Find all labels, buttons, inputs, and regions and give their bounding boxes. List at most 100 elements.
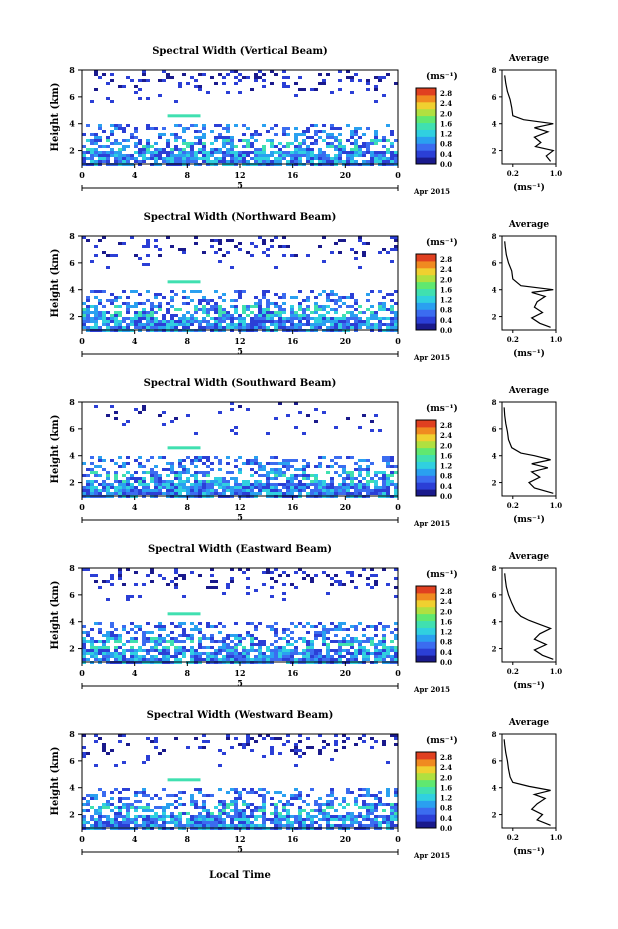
heatmap-cell [250,634,254,637]
heatmap-cell [162,70,166,73]
heatmap-cell [142,323,146,326]
heatmap-cell [234,124,238,127]
heatmap-cell [342,239,346,242]
heatmap-cell [270,142,274,145]
heatmap-cell [374,85,378,88]
heatmap-cell [178,634,182,637]
heatmap-cell [206,91,210,94]
heatmap-cell [134,91,138,94]
heatmap-cell [226,658,230,661]
heatmap-cell [366,299,370,302]
heatmap-cell [170,637,174,640]
heatmap-cell [294,314,298,317]
heatmap-cell [246,308,250,311]
heatmap-cell [258,486,262,489]
heatmap-cell [218,462,222,465]
heatmap-cell [330,794,334,797]
heatmap-cell [346,70,350,73]
heatmap-cell [330,583,334,586]
heatmap-cell [374,76,378,79]
heatmap-cell [206,794,210,797]
heatmap-cell [322,157,326,160]
heatmap-cell [294,571,298,574]
heatmap-cell [302,821,306,824]
heatmap-cell [194,803,198,806]
heatmap-cell [234,70,238,73]
heatmap-cell [390,456,394,459]
heatmap-cell [370,290,374,293]
heatmap-cell [274,474,278,477]
heatmap-cell [382,305,386,308]
heatmap-cell [314,157,318,160]
heatmap-cell [166,236,170,239]
heatmap-cell [318,483,322,486]
heatmap-cell [298,755,302,758]
heatmap-cell [122,492,126,495]
heatmap-cell [230,818,234,821]
heatmap-cell [326,73,330,76]
heatmap-cell [394,248,398,251]
y-tick-label: 6 [69,424,75,434]
day-label: 5 [237,180,243,190]
heatmap-cell [90,290,94,293]
heatmap-cell [142,583,146,586]
heatmap-cell [318,649,322,652]
heatmap-cell [226,655,230,658]
heatmap-cell [254,305,258,308]
heatmap-cell [282,592,286,595]
heatmap-cell [342,740,346,743]
heatmap-cell [330,649,334,652]
colorbar-tick-label: 2.8 [440,421,452,430]
heatmap-cell [354,628,358,631]
heatmap-cell [338,643,342,646]
heatmap-cell [390,471,394,474]
heatmap-cell [338,815,342,818]
heatmap-cell [346,628,350,631]
heatmap-cell [234,486,238,489]
heatmap-cell [366,79,370,82]
heatmap-cell [206,637,210,640]
heatmap-cell [146,818,150,821]
heatmap-cell [226,637,230,640]
heatmap-cell [334,242,338,245]
heatmap-cell [170,462,174,465]
heatmap-cell [274,417,278,420]
heatmap-cell [186,151,190,154]
heatmap-cell [230,634,234,637]
x-axis-label: Local Time [209,870,271,881]
average-x-tick-label: 0.2 [507,335,519,344]
heatmap-cell [114,139,118,142]
heatmap-cell [178,791,182,794]
y-tick-label: 4 [69,451,75,461]
heatmap-cell [154,492,158,495]
heatmap-cell [294,160,298,163]
heatmap-cell [138,148,142,151]
heatmap-cell [274,236,278,239]
heatmap-cell [154,305,158,308]
heatmap-cell [394,824,398,827]
heatmap-cell [110,637,114,640]
heatmap-cell [370,420,374,423]
heatmap-cell [174,806,178,809]
heatmap-cell [338,625,342,628]
heatmap-cell [238,489,242,492]
heatmap-cell [362,468,366,471]
heatmap-cell [162,812,166,815]
heatmap-cell [150,311,154,314]
heatmap-cell [330,486,334,489]
heatmap-cell [98,145,102,148]
average-title: Average [508,54,549,64]
heatmap-cell [318,317,322,320]
heatmap-cell [190,317,194,320]
heatmap-cell [386,73,390,76]
heatmap-cell [358,320,362,323]
heatmap-cell [90,655,94,658]
heatmap-cell [94,314,98,317]
heatmap-cell [330,788,334,791]
heatmap-cell [290,643,294,646]
heatmap-cell [182,646,186,649]
heatmap-cell [286,734,290,737]
heatmap-cell [390,157,394,160]
heatmap-cell [374,323,378,326]
heatmap-cell [266,486,270,489]
